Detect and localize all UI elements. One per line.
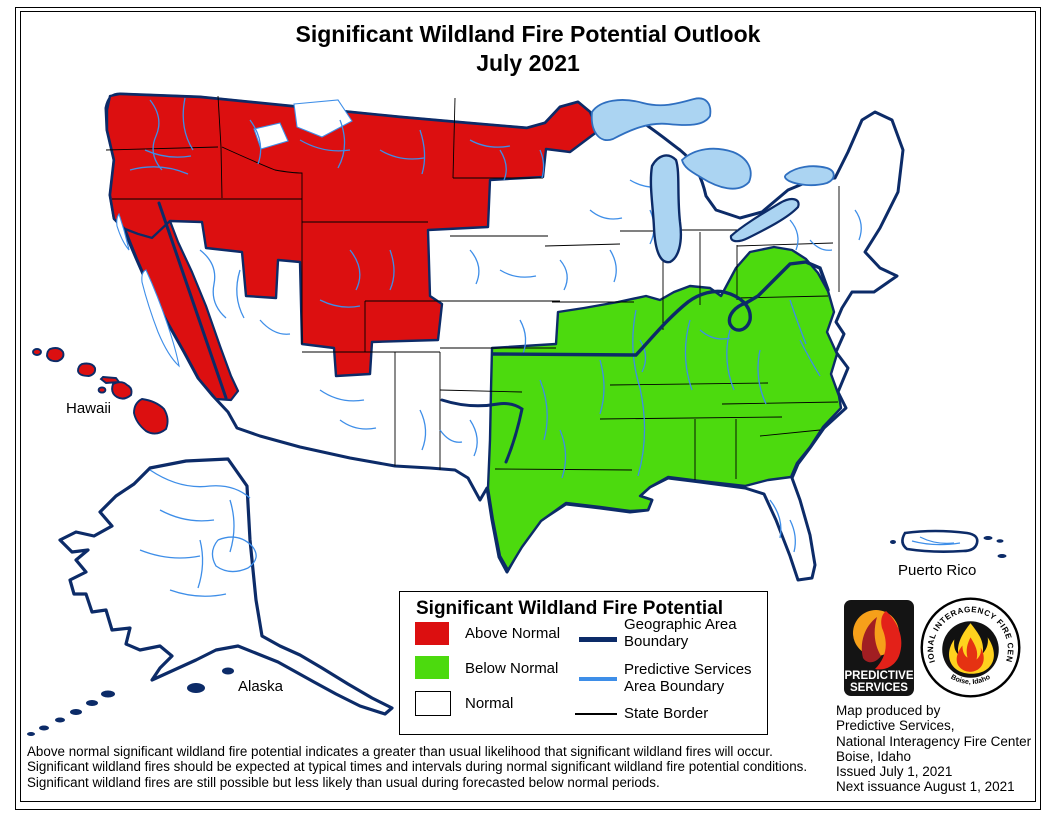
lake-superior [590, 97, 712, 141]
lake-ontario [784, 165, 835, 187]
aleutian-islands [27, 667, 234, 736]
below-normal-region [486, 245, 843, 572]
lake-michigan [649, 154, 683, 264]
svg-text:SERVICES: SERVICES [850, 682, 908, 694]
great-lakes [590, 97, 835, 264]
alaska-psa-boundaries [139, 469, 257, 597]
predictive-services-flame-icon: PREDICTIVE SERVICES [844, 610, 914, 694]
footnote-line: Above normal significant wildland fire p… [27, 744, 773, 759]
map-title-line1: Significant Wildland Fire Potential Outl… [295, 21, 761, 47]
alaska-label: Alaska [238, 678, 284, 695]
geographic-boundary-label: Geographic Area Boundary [624, 616, 737, 650]
footnote-line: Significant wildland fires should be exp… [27, 759, 808, 775]
below-normal-swatch [415, 656, 449, 679]
state-border-line-sample [575, 713, 617, 715]
above-normal-swatch [415, 622, 449, 645]
above-normal-label: Above Normal [465, 625, 561, 642]
hawaii-label: Hawaii [66, 400, 112, 417]
legend: Significant Wildland Fire Potential Abov… [399, 591, 768, 735]
credits-line: Predictive Services, [836, 718, 955, 734]
psa-boundary-line-sample [579, 677, 617, 681]
predictive-services-logo: PREDICTIVE SERVICES [844, 600, 914, 696]
map-credits: Map produced by Predictive Services, Nat… [836, 703, 1031, 795]
footnote-line: Significant wildland fires are still pos… [27, 774, 660, 790]
state-border-label: State Border [624, 705, 709, 722]
nifc-logo: NATIONAL INTERAGENCY FIRE CENTER Boise, … [917, 590, 1021, 698]
puerto-rico-label: Puerto Rico [898, 562, 977, 579]
hawaii-inset [32, 347, 169, 435]
psa-boundaries [129, 97, 862, 553]
credits-line: National Interagency Fire Center [836, 733, 1032, 749]
credits-line: Issued July 1, 2021 [836, 764, 953, 780]
lake-huron [680, 147, 752, 190]
credits-line: Next issuance August 1, 2021 [836, 779, 1015, 795]
nifc-seal-icon: NATIONAL INTERAGENCY FIRE CENTER Boise, … [917, 590, 1021, 698]
normal-label: Normal [465, 695, 514, 712]
state-borders [105, 95, 840, 480]
legend-title: Significant Wildland Fire Potential [416, 598, 724, 619]
geographic-boundary-line-sample [579, 637, 617, 642]
normal-swatch [415, 691, 451, 716]
inner-frame [20, 11, 1036, 802]
map-title: Significant Wildland Fire Potential Outl… [0, 20, 1056, 78]
footnote: Above normal significant wildland fire p… [27, 744, 1017, 790]
lake-erie [729, 197, 800, 243]
credits-line: Boise, Idaho [836, 748, 912, 764]
outer-frame [15, 7, 1041, 810]
map-title-line2: July 2021 [476, 50, 580, 76]
psa-boundary-label: Predictive Services Area Boundary [624, 661, 752, 695]
svg-text:PREDICTIVE: PREDICTIVE [844, 670, 913, 682]
puerto-rico-inset [890, 529, 1007, 558]
normal-patches [116, 99, 353, 368]
alaska-inset [27, 457, 394, 736]
geographic-area-boundaries [157, 201, 830, 464]
credits-line: Map produced by [836, 703, 941, 718]
below-normal-label: Below Normal [465, 660, 559, 677]
